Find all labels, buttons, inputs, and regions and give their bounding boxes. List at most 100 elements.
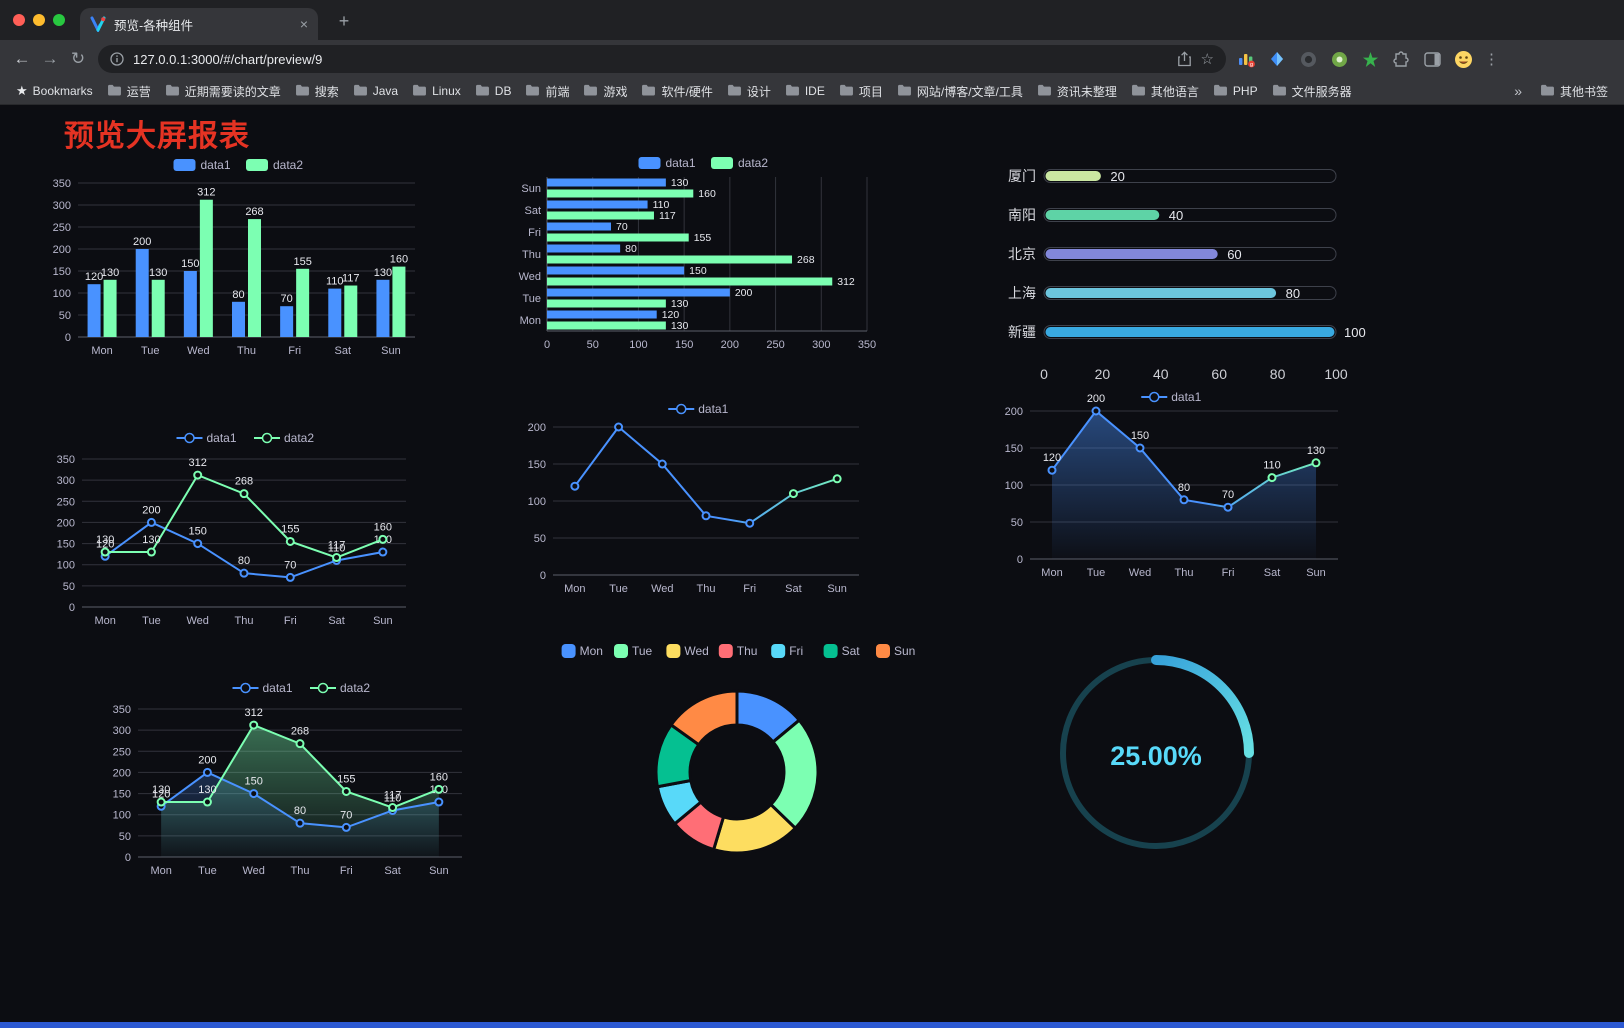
svg-text:200: 200: [721, 339, 739, 351]
dual-area-chart[interactable]: data1 data2 0 50 100 150 200 250 300 350 120 200 150…: [98, 673, 473, 893]
back-button[interactable]: ←: [13, 49, 31, 68]
svg-text:60: 60: [1211, 366, 1227, 382]
svg-text:0: 0: [1040, 366, 1048, 382]
folder-icon: [1131, 84, 1146, 99]
svg-text:150: 150: [528, 459, 546, 471]
svg-text:40: 40: [1153, 366, 1169, 382]
svg-text:200: 200: [142, 504, 160, 516]
bookmark-folder[interactable]: Linux: [406, 82, 467, 101]
bookmark-folder[interactable]: 搜索: [289, 81, 345, 102]
browser-tab[interactable]: 预览-各种组件 ×: [80, 8, 318, 40]
bookmark-folder[interactable]: 游戏: [577, 81, 633, 102]
single-area-chart[interactable]: data1 0 50 100 150 200 120 200 150 80 70 110 130 Mon T…: [988, 385, 1353, 608]
other-bookmarks-folder[interactable]: 其他书签: [1534, 81, 1614, 102]
svg-text:120: 120: [662, 309, 680, 321]
svg-text:Sun: Sun: [1306, 567, 1326, 579]
bookmark-folder[interactable]: 运营: [101, 81, 157, 102]
bookmark-star-icon[interactable]: ☆: [1200, 51, 1214, 68]
bookmark-folder[interactable]: 文件服务器: [1266, 81, 1358, 102]
svg-text:80: 80: [1178, 482, 1190, 494]
bookmarks-overflow-button[interactable]: »: [1514, 83, 1522, 99]
donut-chart-legend[interactable]: Mon Tue Wed Thu Fri Sat Sun: [545, 639, 935, 668]
svg-text:155: 155: [293, 256, 311, 268]
bookmark-folder[interactable]: 近期需要读的文章: [159, 81, 287, 102]
folder-icon: [1540, 84, 1555, 99]
svg-text:厦门: 厦门: [1008, 168, 1036, 184]
svg-text:100: 100: [113, 810, 131, 822]
ext-green-star-icon[interactable]: [1360, 49, 1380, 69]
svg-text:data2: data2: [273, 158, 303, 172]
svg-text:Sat: Sat: [785, 583, 802, 595]
svg-text:160: 160: [698, 188, 716, 200]
donut-chart[interactable]: [632, 667, 842, 882]
side-panel-icon[interactable]: [1422, 49, 1442, 69]
window-titlebar: 预览-各种组件 × +: [0, 0, 1624, 40]
ext-stats-icon[interactable]: g: [1236, 49, 1256, 69]
tab-close-icon[interactable]: ×: [299, 16, 308, 32]
svg-text:0: 0: [1017, 554, 1023, 566]
svg-text:Wed: Wed: [187, 345, 209, 357]
svg-text:Sun: Sun: [429, 865, 449, 877]
svg-text:Thu: Thu: [237, 345, 256, 357]
svg-text:110: 110: [326, 276, 344, 288]
bookmark-folder-label: Java: [372, 84, 399, 98]
horizontal-bar-chart[interactable]: data1 data2 0 50 100 150 200 250 300 350 Sun 130 160…: [505, 151, 895, 376]
bookmark-folder[interactable]: IDE: [779, 82, 831, 101]
page-content: 预览大屏报表 data1 data2 0 50 100 150 200 250 300 350 12…: [0, 105, 1624, 1028]
window-zoom-button[interactable]: [53, 14, 65, 26]
bookmark-folder[interactable]: 其他语言: [1125, 81, 1205, 102]
site-info-icon[interactable]: [110, 52, 124, 66]
new-tab-button[interactable]: +: [338, 10, 350, 31]
svg-text:data1: data1: [698, 402, 728, 416]
bookmark-folder[interactable]: 设计: [721, 81, 777, 102]
svg-text:Mon: Mon: [520, 315, 541, 327]
bookmark-folder-label: 项目: [858, 84, 883, 99]
svg-text:160: 160: [374, 521, 392, 533]
gauge-chart[interactable]: 25.00%: [1056, 653, 1256, 858]
bookmark-folder[interactable]: 项目: [833, 81, 889, 102]
bookmark-folder[interactable]: 软件/硬件: [635, 81, 718, 102]
progress-bar-chart[interactable]: 厦门 20 南阳 40 北京 60 上海 80 新疆 100 0 20 40 60 80 100: [998, 157, 1370, 397]
browser-menu-icon[interactable]: ⋮: [1484, 51, 1499, 68]
share-icon[interactable]: [1177, 51, 1192, 67]
svg-text:Sat: Sat: [1264, 567, 1281, 579]
svg-text:150: 150: [53, 266, 71, 278]
svg-text:130: 130: [671, 177, 689, 189]
grouped-bar-chart[interactable]: data1 data2 0 50 100 150 200 250 300 350 120 200 150…: [40, 151, 425, 371]
window-close-button[interactable]: [13, 14, 25, 26]
single-line-chart[interactable]: data1 0 50 100 150 200 Mon Tue Wed Thu Fri Sat Sun: [505, 393, 895, 620]
svg-text:117: 117: [659, 210, 676, 222]
svg-text:50: 50: [59, 310, 71, 322]
bookmark-folder-label: 运营: [126, 84, 151, 99]
extensions-puzzle-icon[interactable]: [1391, 49, 1411, 69]
bookmark-folder[interactable]: 前端: [519, 81, 575, 102]
svg-text:Thu: Thu: [291, 865, 310, 877]
reload-button[interactable]: ↻: [70, 49, 86, 68]
window-minimize-button[interactable]: [33, 14, 45, 26]
svg-text:150: 150: [181, 258, 199, 270]
dual-line-chart[interactable]: data1 data2 0 50 100 150 200 250 300 350 120 200 150…: [42, 423, 417, 643]
svg-text:130: 130: [671, 298, 689, 310]
bookmark-folder-label: DB: [494, 84, 512, 98]
bookmarks-bar-right: » 其他书签: [1508, 81, 1614, 102]
bookmark-folder[interactable]: DB: [469, 82, 518, 101]
svg-text:268: 268: [797, 254, 815, 266]
svg-text:100: 100: [528, 496, 546, 508]
bookmarks-manager-button[interactable]: ★ Bookmarks: [10, 81, 99, 101]
bookmark-folder[interactable]: Java: [347, 82, 404, 101]
bookmark-folder[interactable]: PHP: [1207, 82, 1264, 101]
ext-drop-icon[interactable]: [1267, 49, 1287, 69]
profile-avatar[interactable]: [1453, 49, 1473, 69]
ext-green-circle-icon[interactable]: [1329, 49, 1349, 69]
bookmark-folder-label: 网站/博客/文章/工具: [916, 84, 1023, 99]
forward-button[interactable]: →: [41, 49, 59, 68]
bookmark-folder[interactable]: 资讯未整理: [1031, 81, 1123, 102]
svg-text:150: 150: [1131, 430, 1149, 442]
svg-text:160: 160: [430, 771, 448, 783]
address-bar[interactable]: 127.0.0.1:3000/#/chart/preview/9 ☆: [98, 45, 1226, 73]
bookmark-folder[interactable]: 网站/博客/文章/工具: [891, 81, 1029, 102]
ext-dark-circle-icon[interactable]: [1298, 49, 1318, 69]
svg-text:Mon: Mon: [91, 345, 112, 357]
svg-text:Tue: Tue: [142, 615, 161, 627]
bookmark-folder-label: Linux: [432, 84, 461, 98]
